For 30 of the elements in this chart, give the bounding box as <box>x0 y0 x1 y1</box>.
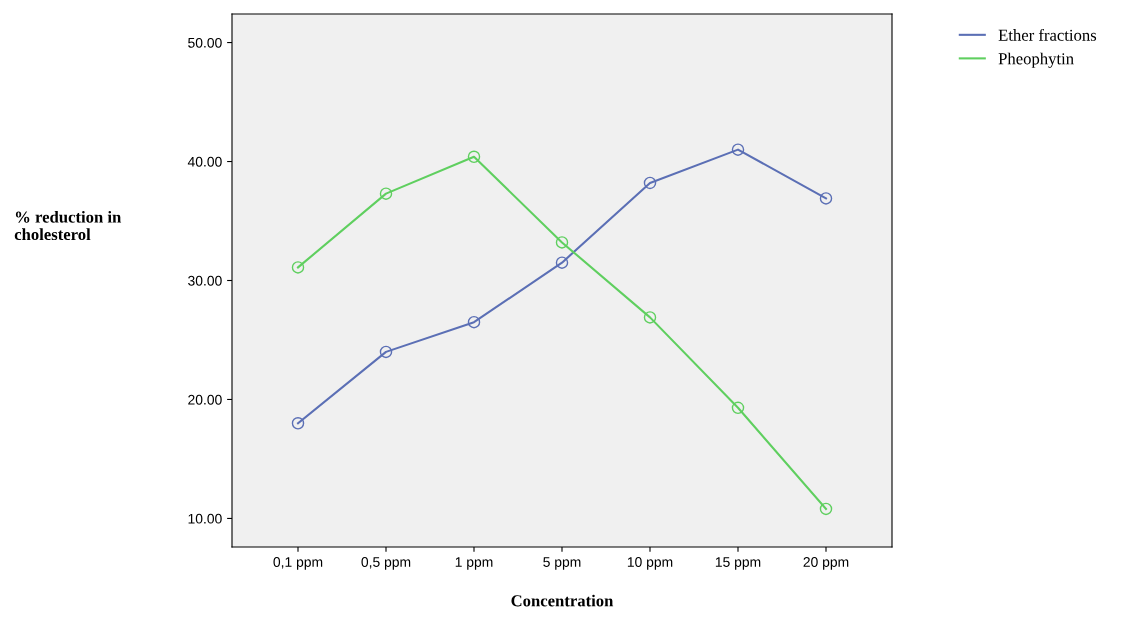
point <box>731 401 745 415</box>
point <box>819 502 833 516</box>
x-tick-label: 0,5 ppm <box>361 557 411 570</box>
y-tick-label: 30.00 <box>188 275 222 286</box>
x-tick-label: 0,1 ppm <box>273 557 323 570</box>
point <box>643 311 657 324</box>
point <box>555 256 569 269</box>
point <box>379 187 393 200</box>
x-tick-label: 20 ppm <box>803 557 849 570</box>
y-tick-label: 10.00 <box>188 513 222 524</box>
x-tick-label: 10 ppm <box>627 557 673 570</box>
y-axis-title: % reduction in cholesterol <box>14 210 122 241</box>
x-tick-label: 5 ppm <box>543 557 581 570</box>
x-tick-label: 1 ppm <box>455 557 493 570</box>
legend-label: Pheophytin <box>998 52 1074 68</box>
point <box>819 192 833 205</box>
point <box>555 236 569 249</box>
point <box>731 143 745 156</box>
point <box>379 345 393 359</box>
point <box>291 417 305 430</box>
point <box>467 315 481 329</box>
x-tick-label: 15 ppm <box>715 557 761 570</box>
legend-label: Ether fractions <box>998 28 1097 41</box>
point <box>643 176 657 190</box>
point <box>291 261 305 274</box>
point <box>467 150 481 164</box>
x-axis-title: Concentration <box>511 594 614 607</box>
y-tick-label: 20.00 <box>188 394 222 405</box>
y-tick-label: 40.00 <box>187 156 222 167</box>
y-tick-label: 50.00 <box>188 37 222 48</box>
